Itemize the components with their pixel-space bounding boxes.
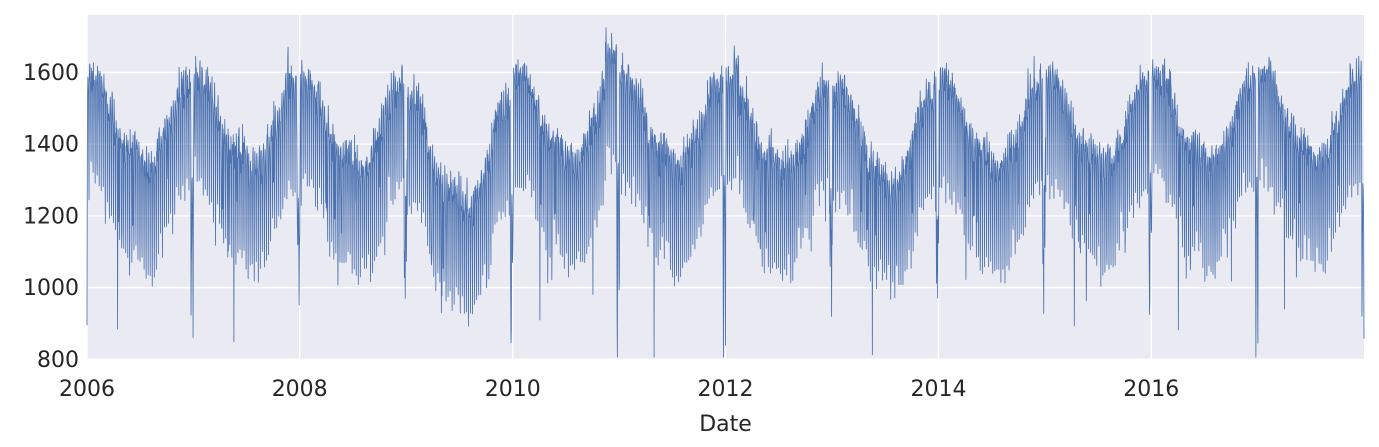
x-tick-label: 2012: [698, 377, 754, 402]
x-tick-label: 2014: [911, 377, 967, 402]
y-tick-label: 1400: [23, 133, 79, 158]
x-tick-label: 2008: [272, 377, 328, 402]
x-tick-label: 2006: [59, 377, 115, 402]
x-tick-label: 2010: [485, 377, 541, 402]
x-tick-label: 2016: [1123, 377, 1179, 402]
y-tick-label: 1600: [23, 61, 79, 86]
y-tick-label: 800: [37, 348, 79, 373]
y-tick-label: 1000: [23, 276, 79, 301]
x-axis-title: Date: [699, 412, 752, 437]
data-series-line: [86, 27, 1365, 358]
y-tick-label: 1200: [23, 204, 79, 229]
